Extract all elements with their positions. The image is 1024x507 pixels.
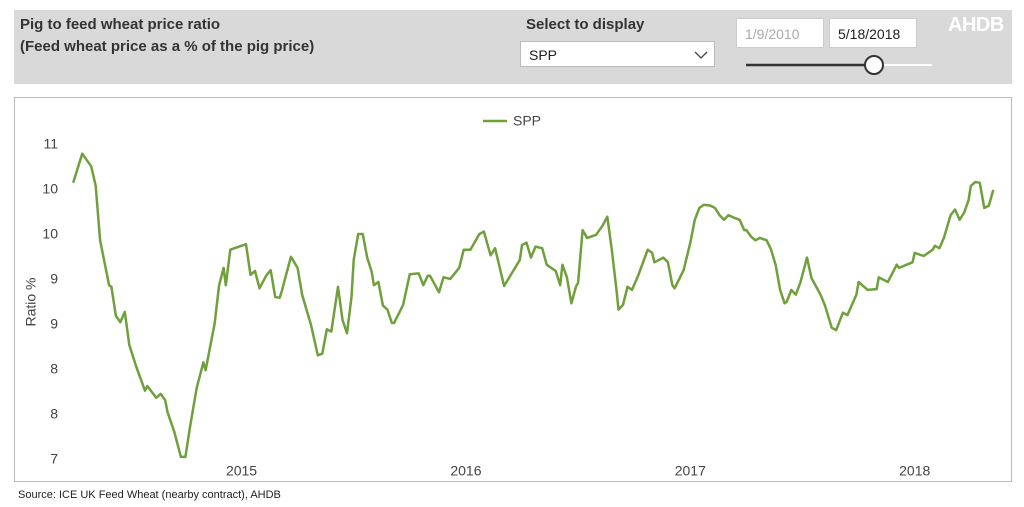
y-tick-label: 8 bbox=[50, 361, 58, 377]
legend-label: SPP bbox=[513, 113, 541, 129]
x-tick-label: 2016 bbox=[450, 463, 481, 479]
dropdown-arrow bbox=[694, 51, 708, 59]
select-label: Select to display bbox=[526, 16, 645, 33]
y-tick-label: 8 bbox=[50, 406, 58, 422]
chart-panel bbox=[14, 97, 1012, 482]
series-dropdown[interactable]: SPP bbox=[520, 41, 715, 67]
source-note: Source: ICE UK Feed Wheat (nearby contra… bbox=[18, 489, 281, 501]
y-tick-label: 9 bbox=[50, 316, 58, 332]
page-subtitle: (Feed wheat price as a % of the pig pric… bbox=[20, 38, 315, 55]
y-tick-label: 10 bbox=[42, 226, 58, 242]
date-slider[interactable] bbox=[740, 54, 940, 78]
logo: AHDB bbox=[948, 14, 1004, 36]
x-tick-label: 2017 bbox=[675, 463, 706, 479]
y-tick-label: 7 bbox=[50, 451, 58, 467]
data-line bbox=[72, 152, 995, 459]
slider-handle[interactable] bbox=[864, 55, 884, 75]
x-tick-label: 2018 bbox=[899, 463, 930, 479]
y-axis-label: Ratio % bbox=[23, 277, 39, 326]
start-date-input[interactable]: 1/9/2010 bbox=[736, 18, 824, 48]
page-title: Pig to feed wheat price ratio bbox=[20, 16, 221, 33]
end-date-input[interactable]: 5/18/2018 bbox=[829, 18, 917, 48]
x-tick-label: 2015 bbox=[226, 463, 257, 479]
dropdown-value: SPP bbox=[529, 47, 558, 63]
y-tick-label: 10 bbox=[42, 181, 58, 197]
y-tick-label: 9 bbox=[50, 271, 58, 287]
y-tick-label: 11 bbox=[43, 136, 58, 152]
